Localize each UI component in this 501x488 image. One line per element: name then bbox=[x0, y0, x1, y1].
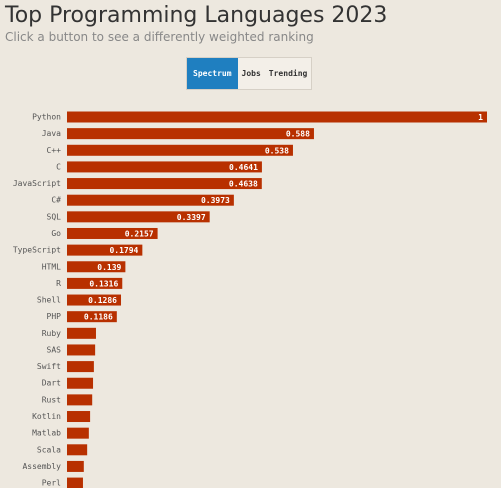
y-tick-label: TypeScript bbox=[13, 246, 61, 255]
value-label: 0.4641 bbox=[229, 163, 258, 172]
bar bbox=[67, 111, 487, 123]
bar bbox=[67, 411, 91, 423]
bar bbox=[67, 444, 88, 456]
y-tick-label: Go bbox=[51, 229, 61, 238]
bar bbox=[67, 161, 262, 173]
y-tick-label: Swift bbox=[37, 362, 61, 371]
y-tick-label: Ruby bbox=[42, 329, 61, 338]
bar bbox=[67, 394, 93, 406]
y-tick-label: SQL bbox=[47, 212, 62, 221]
value-label: 0.2157 bbox=[125, 229, 154, 238]
bar bbox=[67, 128, 314, 140]
y-tick-label: C bbox=[56, 162, 61, 171]
y-tick-label: SAS bbox=[47, 345, 62, 354]
value-label: 0.1286 bbox=[88, 296, 117, 305]
chart-title: Top Programming Languages 2023 bbox=[5, 3, 388, 28]
bar bbox=[67, 327, 96, 339]
bar bbox=[67, 311, 117, 323]
bar bbox=[67, 178, 262, 190]
chart-subtitle: Click a button to see a differently weig… bbox=[5, 30, 314, 44]
value-label: 0.3973 bbox=[201, 196, 230, 205]
y-tick-label: Rust bbox=[42, 395, 61, 404]
bar bbox=[67, 427, 89, 439]
bar bbox=[67, 477, 83, 488]
y-tick-label: Kotlin bbox=[32, 412, 61, 421]
bar bbox=[67, 344, 96, 356]
value-label: 0.4638 bbox=[229, 180, 258, 189]
value-label: 0.538 bbox=[265, 146, 289, 155]
y-tick-label: C++ bbox=[47, 146, 62, 155]
bar bbox=[67, 244, 143, 256]
bar bbox=[67, 361, 94, 373]
bar bbox=[67, 277, 123, 289]
ranking-button[interactable]: Jobs bbox=[238, 58, 265, 89]
bar bbox=[67, 227, 158, 239]
y-tick-label: Python bbox=[32, 113, 61, 122]
bar bbox=[67, 377, 94, 389]
bar bbox=[67, 144, 293, 156]
value-label: 0.139 bbox=[97, 263, 121, 272]
bar bbox=[67, 460, 84, 472]
chart: Python 1 Java 0.588 C++ 0.538 C 0.4641 JavaScrip… bbox=[13, 111, 487, 488]
value-label: 0.1794 bbox=[109, 246, 138, 255]
value-label: 0.3397 bbox=[177, 213, 206, 222]
y-tick-label: Matlab bbox=[32, 429, 61, 438]
bar bbox=[67, 194, 234, 206]
ranking-button[interactable]: Trending bbox=[265, 58, 312, 89]
bar bbox=[67, 211, 210, 223]
value-label: 0.1316 bbox=[89, 279, 118, 288]
y-tick-label: R bbox=[56, 279, 61, 288]
ranking-button[interactable]: Spectrum bbox=[187, 58, 238, 89]
y-tick-label: PHP bbox=[47, 312, 62, 321]
bar bbox=[67, 261, 126, 273]
y-tick-label: Assembly bbox=[22, 462, 61, 471]
y-tick-label: C# bbox=[51, 196, 61, 205]
y-tick-label: HTML bbox=[42, 262, 61, 271]
bar bbox=[67, 294, 122, 306]
y-tick-label: Dart bbox=[42, 379, 61, 388]
y-tick-label: Perl bbox=[42, 479, 61, 488]
value-label: 1 bbox=[478, 113, 483, 122]
y-tick-label: Scala bbox=[37, 445, 61, 454]
y-tick-label: Java bbox=[42, 129, 61, 138]
value-label: 0.588 bbox=[286, 130, 310, 139]
y-tick-label: Shell bbox=[37, 296, 61, 305]
value-label: 0.1186 bbox=[84, 313, 113, 322]
button-group: Spectrum Jobs Trending bbox=[186, 57, 313, 90]
y-tick-label: JavaScript bbox=[13, 179, 61, 188]
